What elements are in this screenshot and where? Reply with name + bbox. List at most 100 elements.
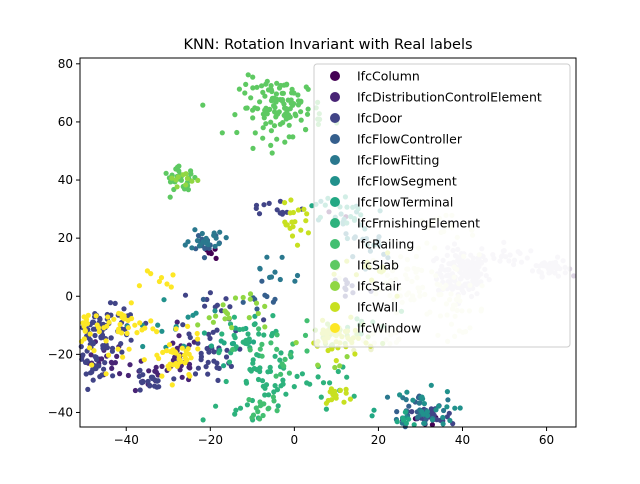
data-point <box>279 97 285 103</box>
data-point <box>332 364 338 371</box>
data-point <box>261 202 267 208</box>
data-point <box>106 319 112 325</box>
data-point <box>247 296 253 302</box>
data-point <box>298 99 304 105</box>
data-point <box>406 416 412 422</box>
y-tick-label: 60 <box>58 115 73 129</box>
data-point <box>303 218 309 224</box>
data-point <box>156 384 162 390</box>
data-point <box>343 390 349 396</box>
data-point <box>126 346 132 352</box>
legend-label: IfcFlowSegment <box>357 174 457 189</box>
data-point <box>293 340 299 346</box>
legend-label: IfcFlowFitting <box>357 153 439 168</box>
data-point <box>271 123 278 129</box>
legend-label: IfcSlab <box>357 258 399 273</box>
data-point <box>278 371 284 377</box>
data-point <box>108 335 114 341</box>
data-point <box>254 352 260 358</box>
legend-marker <box>330 113 340 123</box>
data-point <box>283 222 290 228</box>
data-point <box>294 272 301 279</box>
y-tick-label: 20 <box>58 231 73 245</box>
data-point <box>147 382 153 388</box>
data-point <box>80 352 86 358</box>
data-point <box>150 326 156 332</box>
data-point <box>274 332 280 338</box>
data-point <box>185 187 191 193</box>
data-point <box>226 315 232 321</box>
data-point <box>139 327 145 333</box>
data-point <box>146 368 152 374</box>
data-point <box>268 128 274 134</box>
data-point <box>250 145 256 151</box>
data-point <box>282 105 288 111</box>
data-point <box>274 408 280 414</box>
data-point <box>256 211 263 217</box>
data-point <box>264 111 270 117</box>
data-point <box>137 367 143 373</box>
data-point <box>259 341 265 347</box>
data-point <box>269 333 275 339</box>
data-point <box>403 420 409 426</box>
data-point <box>270 394 276 400</box>
x-tick-label: −40 <box>114 433 139 447</box>
legend-label: IfcDoor <box>357 111 403 126</box>
data-point <box>214 360 220 366</box>
data-point <box>192 227 198 233</box>
data-point <box>93 354 99 360</box>
data-point <box>201 255 208 261</box>
data-point <box>255 409 261 415</box>
data-point <box>277 210 283 216</box>
data-point <box>195 365 201 371</box>
data-point <box>419 394 425 400</box>
data-point <box>247 291 254 297</box>
data-point <box>265 369 271 375</box>
data-point <box>444 389 450 395</box>
data-point <box>253 300 260 306</box>
data-point <box>158 275 165 281</box>
data-point <box>174 319 180 325</box>
data-point <box>264 254 270 260</box>
data-point <box>167 361 173 367</box>
data-point <box>337 387 343 393</box>
data-point <box>96 329 102 335</box>
data-point <box>215 377 221 383</box>
data-point <box>96 363 102 369</box>
data-point <box>125 317 131 323</box>
data-point <box>441 407 447 414</box>
data-point <box>186 331 192 337</box>
data-point <box>229 341 235 347</box>
data-point <box>136 283 142 289</box>
y-tick-label: −20 <box>48 347 73 361</box>
data-point <box>214 327 220 333</box>
data-point <box>232 295 239 301</box>
data-point <box>262 303 268 309</box>
data-point <box>174 363 180 369</box>
data-point <box>169 382 175 388</box>
data-point <box>189 178 195 184</box>
data-point <box>186 361 193 367</box>
data-point <box>344 354 350 360</box>
legend-label: IfcStair <box>357 279 402 294</box>
data-point <box>223 378 229 385</box>
y-tick-label: 0 <box>65 289 73 303</box>
y-tick-label: 40 <box>58 173 73 187</box>
data-point <box>341 399 347 405</box>
data-point <box>281 101 287 107</box>
data-point <box>257 99 263 105</box>
data-point <box>420 411 426 417</box>
data-point <box>305 86 311 92</box>
data-point <box>394 409 400 415</box>
data-point <box>125 372 131 379</box>
data-point <box>261 115 267 121</box>
legend-marker <box>330 218 340 228</box>
data-point <box>219 331 225 337</box>
data-point <box>272 269 278 275</box>
data-point <box>80 320 86 326</box>
data-point <box>571 273 577 279</box>
data-point <box>93 313 99 319</box>
data-point <box>182 242 188 248</box>
data-point <box>295 92 301 98</box>
